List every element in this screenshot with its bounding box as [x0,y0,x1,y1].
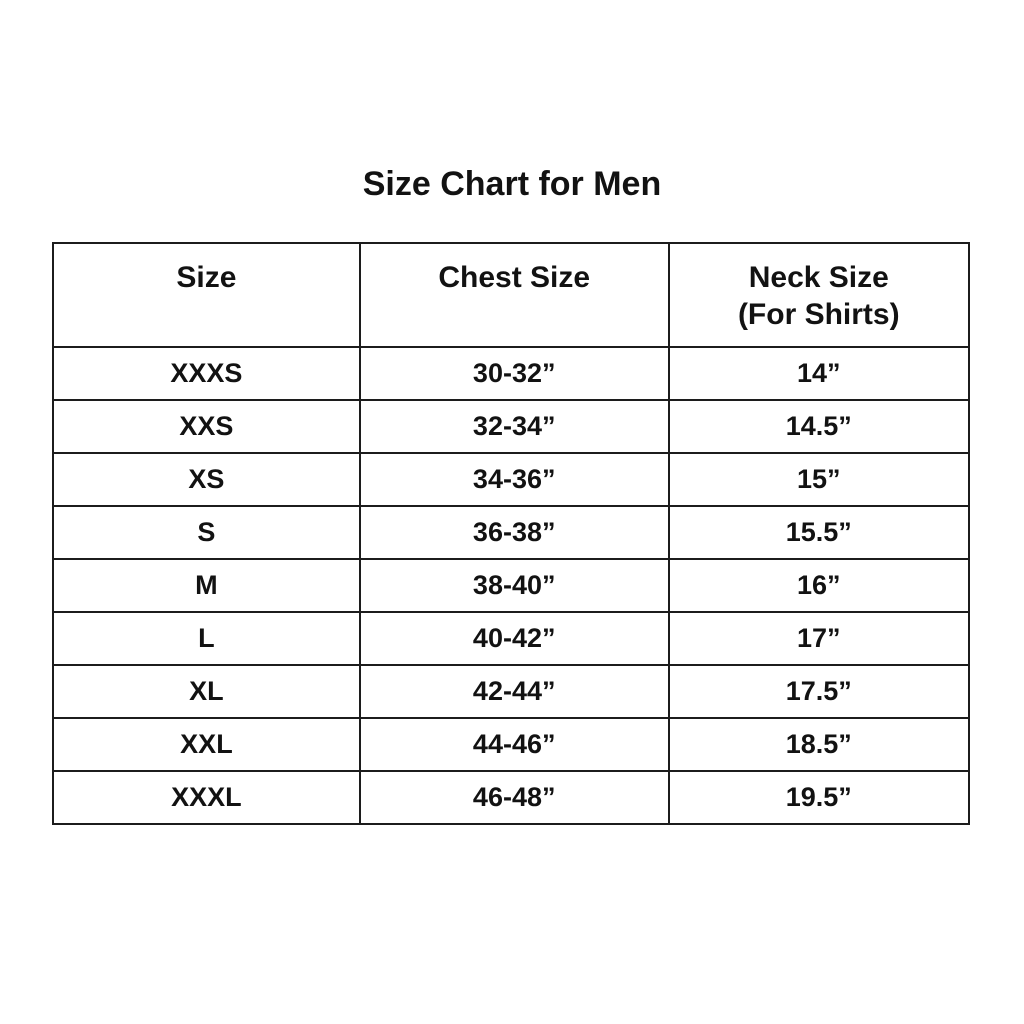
cell-neck-size: 17” [667,611,971,666]
cell-size: XS [52,452,361,507]
column-header-chest-size: Chest Size [358,242,670,348]
cell-size: S [52,505,361,560]
cell-chest-size: 36-38” [358,505,670,560]
table-row: XXL 44-46” 18.5” [52,717,971,772]
cell-size: XXXL [52,770,361,825]
cell-neck-size: 15.5” [667,505,971,560]
table-row: XXXL 46-48” 19.5” [52,770,971,825]
size-chart-table: Size Chest Size Neck Size (For Shirts) X… [52,242,971,825]
cell-chest-size: 34-36” [358,452,670,507]
cell-size: M [52,558,361,613]
cell-size: L [52,611,361,666]
cell-neck-size: 14” [667,346,971,401]
column-header-size: Size [52,242,361,348]
table-row: L 40-42” 17” [52,611,971,666]
cell-chest-size: 40-42” [358,611,670,666]
table-row: XXXS 30-32” 14” [52,346,971,401]
header-row: Size Chest Size Neck Size (For Shirts) [52,242,971,348]
cell-neck-size: 14.5” [667,399,971,454]
cell-size: XL [52,664,361,719]
cell-chest-size: 44-46” [358,717,670,772]
table-row: XS 34-36” 15” [52,452,971,507]
cell-neck-size: 18.5” [667,717,971,772]
cell-chest-size: 42-44” [358,664,670,719]
cell-chest-size: 46-48” [358,770,670,825]
cell-neck-size: 19.5” [667,770,971,825]
cell-size: XXL [52,717,361,772]
page-title: Size Chart for Men [362,165,662,203]
table-row: M 38-40” 16” [52,558,971,613]
cell-size: XXXS [52,346,361,401]
cell-neck-size: 16” [667,558,971,613]
cell-neck-size: 17.5” [667,664,971,719]
cell-chest-size: 38-40” [358,558,670,613]
column-header-neck-size: Neck Size (For Shirts) [667,242,971,348]
cell-size: XXS [52,399,361,454]
cell-neck-size: 15” [667,452,971,507]
table-row: XXS 32-34” 14.5” [52,399,971,454]
table-row: S 36-38” 15.5” [52,505,971,560]
table-body: XXXS 30-32” 14” XXS 32-34” 14.5” XS 34-36” 15” S 3… [52,346,971,825]
table-row: XL 42-44” 17.5” [52,664,971,719]
cell-chest-size: 32-34” [358,399,670,454]
cell-chest-size: 30-32” [358,346,670,401]
